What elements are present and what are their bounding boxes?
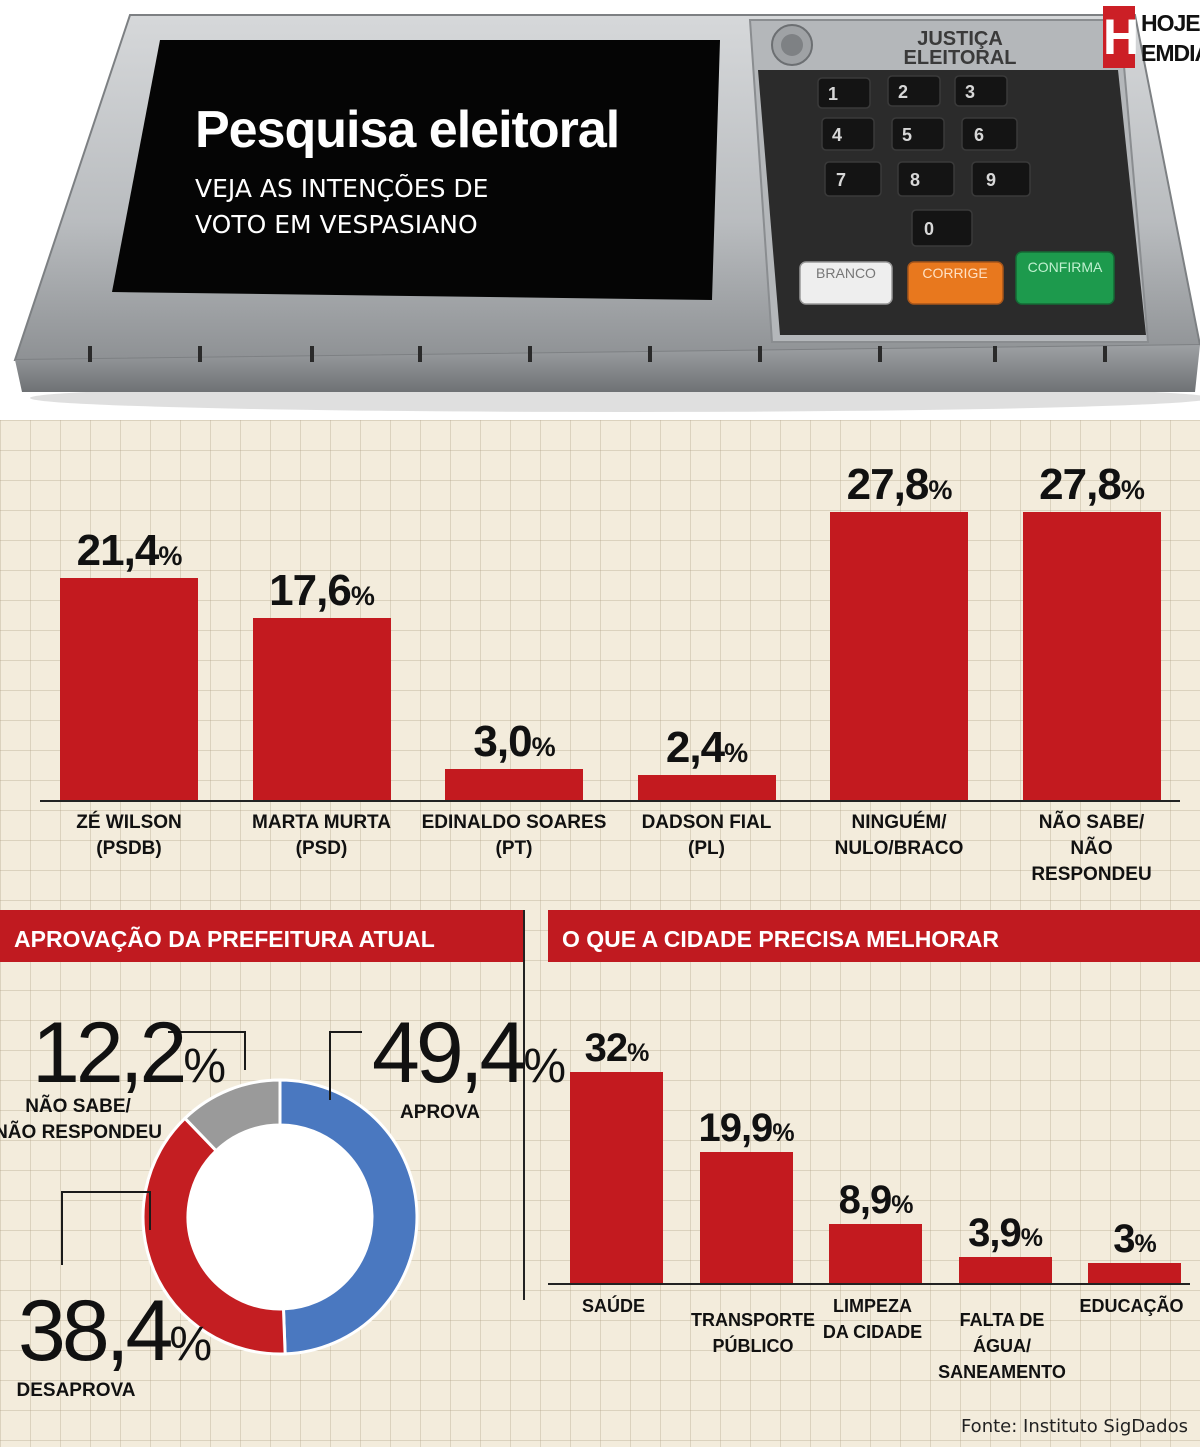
improvement-value-label-4: 3% bbox=[1113, 1217, 1156, 1262]
vote-category-label-2: EDINALDO SOARES (PT) bbox=[421, 812, 607, 859]
approval-section-title: APROVAÇÃO DA PREFEITURA ATUAL bbox=[0, 910, 525, 962]
approval-donut-chart bbox=[61, 1031, 419, 1356]
improvement-category-label-4: EDUCAÇÃO bbox=[1079, 1296, 1184, 1316]
urn-label-justica: JUSTIÇA bbox=[917, 28, 1003, 50]
key-2: 2 bbox=[898, 82, 908, 102]
vote-category-label-1: MARTA MURTA (PSD) bbox=[252, 812, 391, 859]
key-4: 4 bbox=[832, 125, 842, 145]
donut-caption-desaprova: DESAPROVA bbox=[16, 1380, 136, 1401]
improvement-bar-3 bbox=[958, 1257, 1052, 1283]
hoje-em-dia-logo: H HOJE EMDIA bbox=[1103, 6, 1200, 70]
urn-label-eleitoral: ELEITORAL bbox=[904, 47, 1017, 69]
brand-logo-letter: H bbox=[1103, 6, 1139, 68]
vote-value-label-5: 27,8% bbox=[1039, 459, 1145, 509]
donut-leader-line-2 bbox=[61, 1191, 151, 1265]
vote-value-label-2: 3,0% bbox=[473, 716, 555, 766]
donut-value-aprova: 49,4% bbox=[372, 1005, 567, 1101]
corrige-button-label: CORRIGE bbox=[922, 265, 987, 281]
key-0: 0 bbox=[924, 219, 934, 239]
branco-button-label: BRANCO bbox=[816, 265, 876, 281]
key-6: 6 bbox=[974, 125, 984, 145]
donut-value-nao-sabe: 12,2% bbox=[32, 1005, 227, 1101]
vote-value-label-4: 27,8% bbox=[846, 459, 953, 509]
vote-category-label-3: DADSON FIAL (PL) bbox=[641, 812, 772, 859]
donut-caption-nao-sabe: NÃO SABE/ NÃO RESPONDEU bbox=[0, 1096, 162, 1143]
vote-category-label-4: NINGUÉM/ NULO/BRACO bbox=[834, 812, 964, 859]
improvements-chart-baseline bbox=[548, 1283, 1190, 1285]
improvement-bar-1 bbox=[699, 1151, 793, 1283]
improvement-bar-4 bbox=[1088, 1263, 1181, 1283]
key-5: 5 bbox=[902, 125, 912, 145]
vote-bar-2 bbox=[445, 768, 583, 800]
vote-bar-1 bbox=[252, 617, 391, 800]
vote-chart-baseline bbox=[40, 800, 1180, 802]
key-9: 9 bbox=[986, 170, 996, 190]
vote-category-label-5: NÃO SABE/ NÃO RESPONDEU bbox=[1031, 812, 1152, 885]
improvements-section-title: O QUE A CIDADE PRECISA MELHORAR bbox=[548, 910, 1200, 962]
donut-slice-1 bbox=[141, 1116, 287, 1356]
vote-bar-5 bbox=[1022, 511, 1161, 800]
vote-category-label-0: ZÉ WILSON (PSDB) bbox=[76, 812, 182, 859]
vote-bar-4 bbox=[830, 511, 968, 800]
vote-value-label-0: 21,4% bbox=[76, 526, 183, 576]
improvement-value-label-3: 3,9% bbox=[968, 1211, 1043, 1256]
improvement-value-label-2: 8,9% bbox=[838, 1178, 914, 1223]
improvement-category-label-3: FALTA DE ÁGUA/ SANEAMENTO bbox=[938, 1310, 1066, 1382]
donut-leader-line-0 bbox=[329, 1031, 362, 1100]
donut-slice-2 bbox=[182, 1078, 282, 1153]
vote-bar-0 bbox=[60, 578, 198, 800]
donut-caption-aprova: APROVA bbox=[400, 1102, 480, 1123]
improvement-bar-0 bbox=[570, 1071, 663, 1283]
improvement-category-label-0: SAÚDE bbox=[581, 1296, 646, 1316]
vote-value-label-3: 2,4% bbox=[665, 723, 748, 773]
improvement-category-label-2: LIMPEZA DA CIDADE bbox=[822, 1296, 923, 1342]
brand-logo-line1: HOJE bbox=[1141, 10, 1200, 36]
donut-value-desaprova: 38,4% bbox=[18, 1283, 213, 1379]
key-8: 8 bbox=[910, 170, 920, 190]
page-subtitle-line1: VEJA AS INTENÇÕES DE bbox=[195, 174, 489, 203]
key-7: 7 bbox=[836, 170, 846, 190]
brand-logo-line2: EMDIA bbox=[1141, 40, 1200, 66]
section-divider bbox=[523, 910, 525, 1300]
page-subtitle-line2: VOTO EM VESPASIANO bbox=[195, 210, 478, 239]
header-banner: JUSTIÇA ELEITORAL 1 2 3 4 5 6 7 8 9 0 BR… bbox=[0, 0, 1200, 420]
key-3: 3 bbox=[965, 82, 975, 102]
donut-leader-line-1 bbox=[168, 1031, 246, 1070]
donut-hole bbox=[189, 1126, 371, 1308]
improvement-value-label-1: 19,9% bbox=[698, 1105, 794, 1150]
page-title: Pesquisa eleitoral bbox=[195, 101, 620, 159]
vote-bar-3 bbox=[637, 775, 776, 800]
improvement-bar-2 bbox=[829, 1224, 922, 1283]
donut-slice-0 bbox=[278, 1078, 419, 1356]
key-1: 1 bbox=[828, 84, 838, 104]
source-note: Fonte: Instituto SigDados bbox=[960, 1416, 1188, 1437]
confirma-button-label: CONFIRMA bbox=[1028, 259, 1103, 275]
improvement-category-label-1: TRANSPORTE PÚBLICO bbox=[690, 1310, 816, 1356]
vote-value-label-1: 17,6% bbox=[269, 565, 375, 615]
improvement-value-label-0: 32% bbox=[584, 1025, 650, 1070]
voting-machine-illustration: JUSTIÇA ELEITORAL 1 2 3 4 5 6 7 8 9 0 BR… bbox=[13, 14, 1200, 412]
